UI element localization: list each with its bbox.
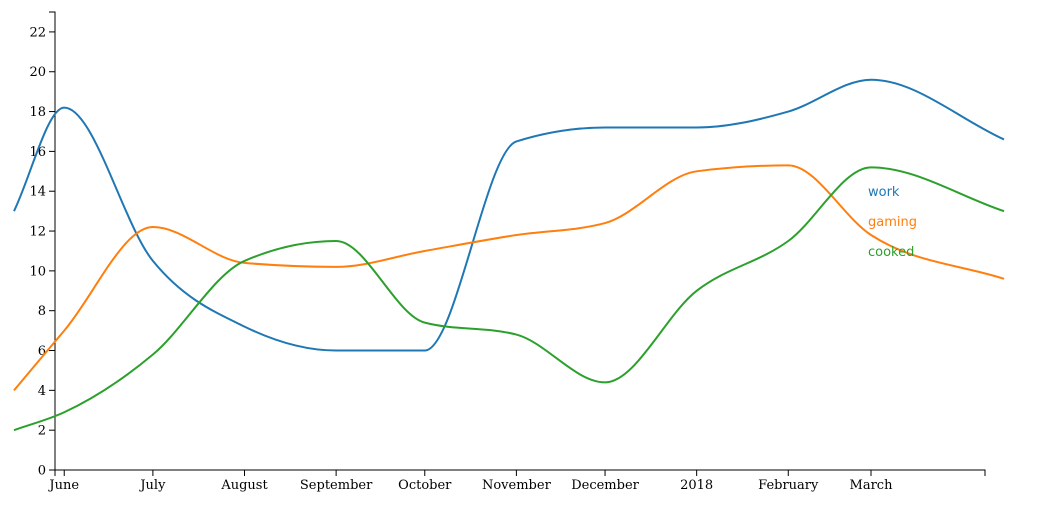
series-line-gaming (13, 164, 1005, 391)
x-tick-label: 2018 (680, 478, 713, 493)
y-tick-label: 22 (29, 25, 46, 40)
series-line-work (13, 78, 1005, 352)
y-tick-label: 18 (29, 105, 46, 120)
legend: work gaming cooked (868, 185, 917, 260)
x-tick-label: August (220, 478, 268, 493)
legend-label-cooked: cooked (868, 245, 914, 260)
y-tick-label: 6 (38, 344, 46, 359)
x-tick-label: July (138, 478, 166, 493)
x-tick-label: November (482, 478, 552, 493)
x-tick-label: September (300, 478, 373, 493)
y-tick-label: 0 (38, 464, 46, 479)
series-line-cooked (13, 166, 1005, 432)
x-axis-line (54, 469, 986, 476)
y-tick-label: 12 (29, 225, 46, 240)
y-tick-label: 20 (29, 65, 46, 80)
y-axis-line (49, 11, 56, 471)
x-tick-label: February (758, 478, 819, 493)
y-tick-label: 4 (38, 384, 46, 399)
legend-label-work: work (868, 185, 900, 200)
y-tick-label: 8 (38, 304, 46, 319)
y-tick-label: 2 (38, 424, 46, 439)
x-tick-label: December (571, 478, 639, 493)
x-tick-label: October (398, 478, 452, 493)
x-tick-label: June (47, 478, 79, 493)
legend-label-gaming: gaming (868, 215, 917, 230)
y-tick-label: 14 (29, 185, 46, 200)
series-group (13, 78, 1005, 432)
y-tick-label: 10 (29, 264, 46, 279)
x-tick-label: March (850, 478, 894, 493)
